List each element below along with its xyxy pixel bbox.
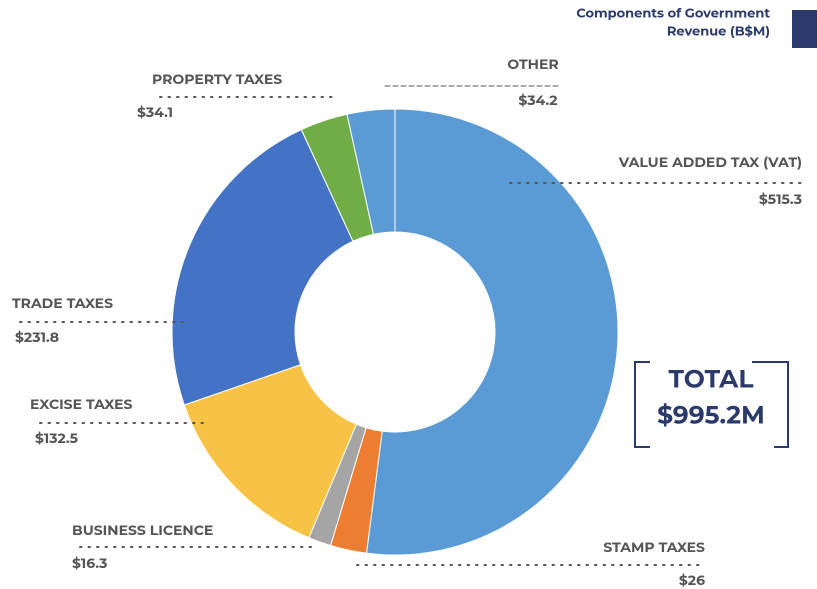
value-label: $26 bbox=[679, 571, 705, 589]
category-label: EXCISE TAXES bbox=[30, 395, 132, 413]
category-label: STAMP TAXES bbox=[603, 538, 705, 556]
category-label: PROPERTY TAXES bbox=[152, 70, 282, 88]
value-label: $515.3 bbox=[759, 190, 802, 208]
category-label: TRADE TAXES bbox=[12, 294, 113, 312]
donut-segment bbox=[183, 364, 358, 539]
total-label: TOTAL bbox=[669, 365, 754, 395]
value-label: $231.8 bbox=[15, 328, 59, 346]
category-label: BUSINESS LICENCE bbox=[72, 521, 213, 539]
value-label: $34.1 bbox=[137, 103, 173, 121]
category-label: OTHER bbox=[507, 55, 558, 73]
value-label: $132.5 bbox=[35, 429, 78, 447]
donut-segment bbox=[346, 108, 396, 235]
title-badge bbox=[792, 10, 817, 48]
category-label: VALUE ADDED TAX (VAT) bbox=[618, 153, 802, 171]
donut-segment bbox=[171, 128, 354, 406]
value-label: $34.2 bbox=[518, 91, 557, 109]
total-box bbox=[634, 361, 789, 448]
donut-segment bbox=[365, 108, 619, 556]
chart-title: Components of Government bbox=[576, 6, 770, 22]
total-value: $995.2M bbox=[657, 401, 765, 431]
value-label: $16.3 bbox=[72, 554, 107, 572]
chart-title: Revenue (B$M) bbox=[667, 24, 770, 40]
